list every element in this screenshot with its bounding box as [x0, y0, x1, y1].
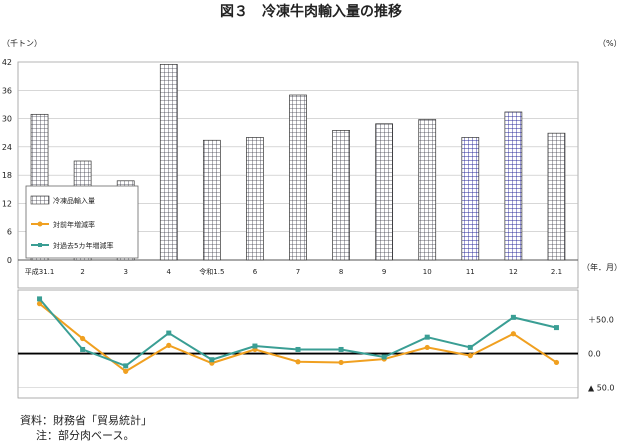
line-y-tick-label: 0.0 [588, 350, 601, 359]
series-line-1 [38, 298, 557, 368]
bar-category-labels: 平成31.1 2 3 4 令和1.5 6 7 8 9 10 11 12 2.1 [25, 267, 562, 276]
bar-y-tick-label: 18 [2, 171, 12, 180]
x-category-label: 3 [123, 268, 127, 276]
bar-6 [289, 94, 307, 261]
series-1-point [338, 346, 344, 352]
bar-y-tick-label: 30 [2, 115, 12, 124]
x-unit-label: （年．月） [582, 262, 622, 272]
line-y-tick-label: ▲ 50.0 [588, 384, 615, 393]
series-1-point [467, 344, 473, 350]
x-category-label: 8 [339, 268, 343, 276]
bar-12 [547, 132, 566, 261]
source-note: 資料：財務省「貿易統計」 [20, 413, 152, 427]
series-0-point [467, 353, 473, 359]
bar-y-tick-label: 12 [2, 199, 12, 208]
legend-label-5yr: 対過去5カ年増減率 [53, 241, 113, 250]
series-1-point [553, 325, 559, 331]
bar-y-tick-label: 6 [7, 228, 12, 237]
series-1-point [252, 343, 258, 349]
bar-11 [504, 111, 523, 261]
bar-y-tick-label: 24 [2, 143, 12, 152]
line-gridlines [18, 319, 578, 389]
x-category-label: 6 [253, 268, 258, 276]
legend: 冷凍品輸入量 対前年増減率 対過去5カ年増減率 [25, 185, 139, 259]
series-0-point [338, 359, 344, 366]
series-1-point [80, 346, 86, 352]
series-0-point [553, 359, 560, 366]
series-0-point [295, 359, 301, 365]
bar-5 [246, 137, 264, 261]
footnote: 注：部分肉ベース。 [36, 428, 134, 442]
x-category-label: 4 [167, 268, 172, 276]
bar-y-tick-labels: 0 6 12 18 24 30 36 42 [2, 58, 12, 265]
series-1-point [295, 346, 301, 352]
series-0-point [36, 301, 43, 307]
series-1-point [166, 330, 172, 336]
series-1-point [209, 357, 215, 363]
series-1-point [424, 334, 430, 340]
bar-y-tick-label: 0 [7, 256, 12, 265]
series-0-point [166, 342, 172, 348]
bar-7 [332, 130, 350, 261]
line-y-tick-labels: ＋50.0 0.0 ▲ 50.0 [588, 315, 615, 392]
bar-y-unit: （千トン） [2, 38, 42, 48]
bar-9 [418, 119, 437, 261]
series-1-point [510, 314, 516, 320]
x-category-label: 10 [423, 268, 432, 276]
line-y-tick-label: ＋50.0 [588, 315, 614, 324]
series-1-point [381, 354, 387, 360]
x-category-label: 7 [296, 268, 300, 276]
legend-marker-5yr [38, 243, 42, 247]
x-category-label: 11 [466, 268, 475, 276]
x-category-label: 12 [509, 268, 518, 276]
line-series [36, 296, 560, 374]
x-category-label: 2.1 [551, 268, 562, 276]
legend-swatch-bar [30, 195, 50, 205]
x-category-label: 平成31.1 [25, 267, 55, 276]
series-1-point [37, 296, 43, 302]
series-0-point [123, 368, 129, 374]
pct-unit-label: （%） [598, 39, 622, 48]
bar-4 [202, 139, 221, 261]
legend-label-bar: 冷凍品輸入量 [53, 196, 95, 205]
bar-y-tick-label: 42 [2, 58, 12, 67]
chart-title: 図３ 冷凍牛肉輸入量の推移 [220, 3, 402, 20]
x-category-label: 9 [382, 268, 386, 276]
series-0-point [510, 331, 516, 337]
series-0-point [80, 335, 86, 342]
bar-8 [375, 123, 394, 261]
x-category-label: 令和1.5 [199, 267, 224, 276]
x-category-label: 2 [80, 268, 84, 276]
legend-label-yoy: 対前年増減率 [53, 220, 95, 229]
bar-10 [461, 137, 480, 261]
line-panel-frame [17, 289, 579, 399]
bar-y-tick-label: 36 [2, 86, 12, 95]
series-0-point [424, 344, 430, 351]
bar-gridlines [18, 61, 578, 261]
bar-3 [159, 64, 178, 261]
series-1-point [123, 363, 129, 369]
legend-marker-yoy [37, 221, 43, 227]
